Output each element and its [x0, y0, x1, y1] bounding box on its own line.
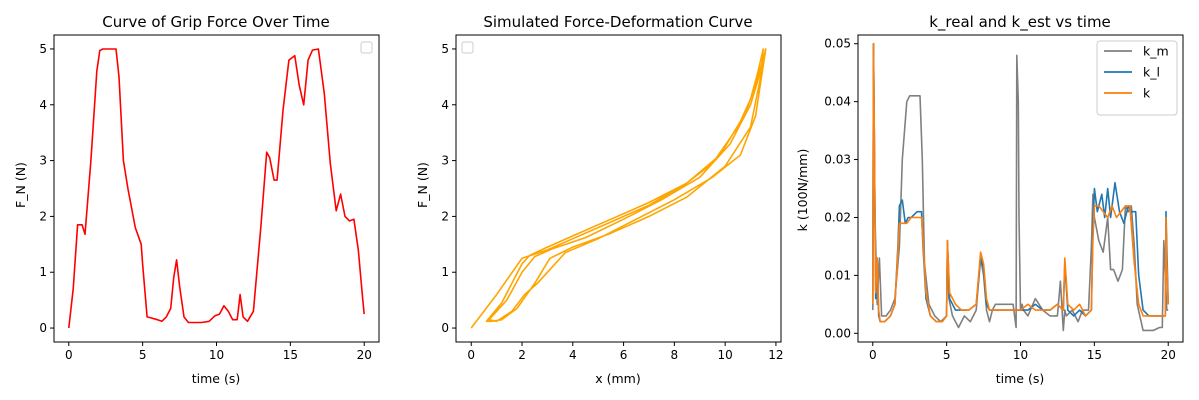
y-tick-label: 5 — [39, 42, 47, 56]
legend-label-k-l: k_l — [1143, 65, 1160, 80]
tick-group: 0 5 10 15 20 0 1 2 3 4 5 — [39, 42, 372, 362]
tick-group: 0 5 10 15 20 0.00 0.01 0.02 0.03 0.04 0.05 — [824, 37, 1176, 362]
legend-label-k-m: k_m — [1143, 44, 1169, 59]
series-line — [68, 48, 365, 329]
x-tick-label: 8 — [671, 348, 679, 362]
y-tick-label: 3 — [39, 154, 47, 168]
y-tick-label: 5 — [441, 42, 449, 56]
x-tick-label: 12 — [768, 348, 783, 362]
x-tick-label: 4 — [569, 348, 577, 362]
x-tick-label: 0 — [65, 348, 73, 362]
panel-force-deformation: Simulated Force-Deformation Curve x (mm)… — [415, 13, 784, 386]
x-tick-label: 6 — [620, 348, 628, 362]
legend: k_m k_lk — [1096, 40, 1178, 116]
y-axis-label: F_N (N) — [415, 162, 430, 208]
y-axis-label: F_N (N) — [13, 162, 28, 208]
y-tick-label: 0.05 — [824, 37, 851, 51]
y-tick-label: 0.04 — [824, 95, 851, 109]
y-axis-label: k (100N/mm) — [795, 149, 810, 232]
y-tick-label: 1 — [441, 265, 449, 279]
x-tick-label: 20 — [357, 348, 372, 362]
series-group — [871, 42, 1169, 332]
y-tick-label: 0.00 — [824, 326, 851, 340]
x-tick-label: 0 — [467, 348, 475, 362]
y-tick-label: 0.01 — [824, 268, 851, 282]
x-tick-label: 15 — [283, 348, 298, 362]
y-tick-label: 2 — [441, 209, 449, 223]
x-tick-label: 0 — [869, 348, 877, 362]
panel-k-vs-time: k_real and k_est vs time time (s) k (100… — [795, 13, 1184, 386]
y-tick-label: 1 — [39, 265, 47, 279]
series-line-k-m — [871, 42, 1169, 332]
x-tick-label: 10 — [209, 348, 224, 362]
x-tick-label: 20 — [1161, 348, 1176, 362]
chart-title: Curve of Grip Force Over Time — [102, 13, 329, 31]
y-tick-label: 3 — [441, 154, 449, 168]
x-tick-label: 2 — [518, 348, 526, 362]
series-group — [68, 48, 365, 329]
x-axis-label: time (s) — [996, 371, 1044, 386]
plot-frame — [53, 34, 380, 343]
x-tick-label: 5 — [139, 348, 147, 362]
legend-box — [1096, 40, 1178, 116]
y-tick-label: 0.02 — [824, 210, 851, 224]
series-group — [470, 48, 767, 329]
y-tick-label: 4 — [441, 98, 449, 112]
panel-grip-force: Curve of Grip Force Over Time time (s) F… — [13, 13, 380, 386]
y-tick-label: 0 — [441, 321, 449, 335]
x-tick-label: 10 — [718, 348, 733, 362]
x-tick-label: 5 — [943, 348, 951, 362]
x-tick-label: 10 — [1013, 348, 1028, 362]
legend-label-k: k — [1143, 86, 1151, 101]
plot-frame — [857, 34, 1184, 343]
series-line — [470, 48, 767, 329]
legend-box — [360, 41, 373, 54]
y-tick-label: 0.03 — [824, 153, 851, 167]
x-axis-label: time (s) — [192, 371, 240, 386]
y-tick-label: 0 — [39, 321, 47, 335]
x-axis-label: x (mm) — [595, 371, 640, 386]
chart-title: k_real and k_est vs time — [929, 13, 1111, 32]
legend-box — [461, 41, 474, 54]
y-tick-label: 4 — [39, 98, 47, 112]
y-tick-label: 2 — [39, 209, 47, 223]
series-line-k — [871, 42, 1169, 323]
x-tick-label: 15 — [1087, 348, 1102, 362]
chart-title: Simulated Force-Deformation Curve — [483, 13, 752, 31]
plot-frame — [455, 34, 782, 343]
